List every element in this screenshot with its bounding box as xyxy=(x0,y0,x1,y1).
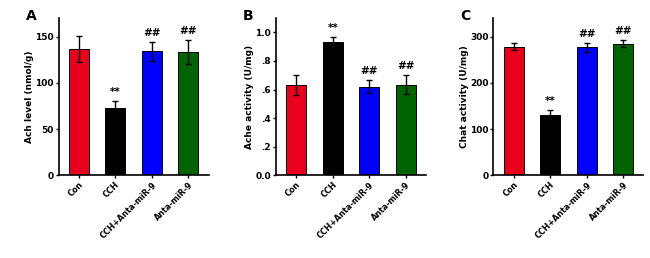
Bar xyxy=(322,42,343,175)
Bar xyxy=(614,44,634,175)
Bar xyxy=(286,85,306,175)
Text: ##: ## xyxy=(143,28,161,38)
Bar xyxy=(504,47,524,175)
Bar xyxy=(105,108,125,175)
Text: **: ** xyxy=(328,23,338,33)
Text: **: ** xyxy=(110,87,121,98)
Bar xyxy=(68,49,88,175)
Text: ##: ## xyxy=(361,66,378,76)
Y-axis label: Chat activity (U/mg): Chat activity (U/mg) xyxy=(460,45,469,148)
Bar xyxy=(396,85,416,175)
Text: A: A xyxy=(25,9,36,23)
Text: B: B xyxy=(243,9,254,23)
Bar xyxy=(577,47,597,175)
Y-axis label: Ache activity (U/mg): Ache activity (U/mg) xyxy=(245,45,254,149)
Text: ##: ## xyxy=(179,26,197,36)
Bar xyxy=(540,115,560,175)
Y-axis label: Ach level (nmol/g): Ach level (nmol/g) xyxy=(25,51,34,143)
Text: ##: ## xyxy=(578,29,595,39)
Text: ##: ## xyxy=(615,26,632,36)
Text: C: C xyxy=(460,9,471,23)
Bar xyxy=(178,52,198,175)
Text: **: ** xyxy=(545,96,556,106)
Text: ##: ## xyxy=(397,61,415,71)
Bar xyxy=(359,87,380,175)
Bar xyxy=(142,51,162,175)
